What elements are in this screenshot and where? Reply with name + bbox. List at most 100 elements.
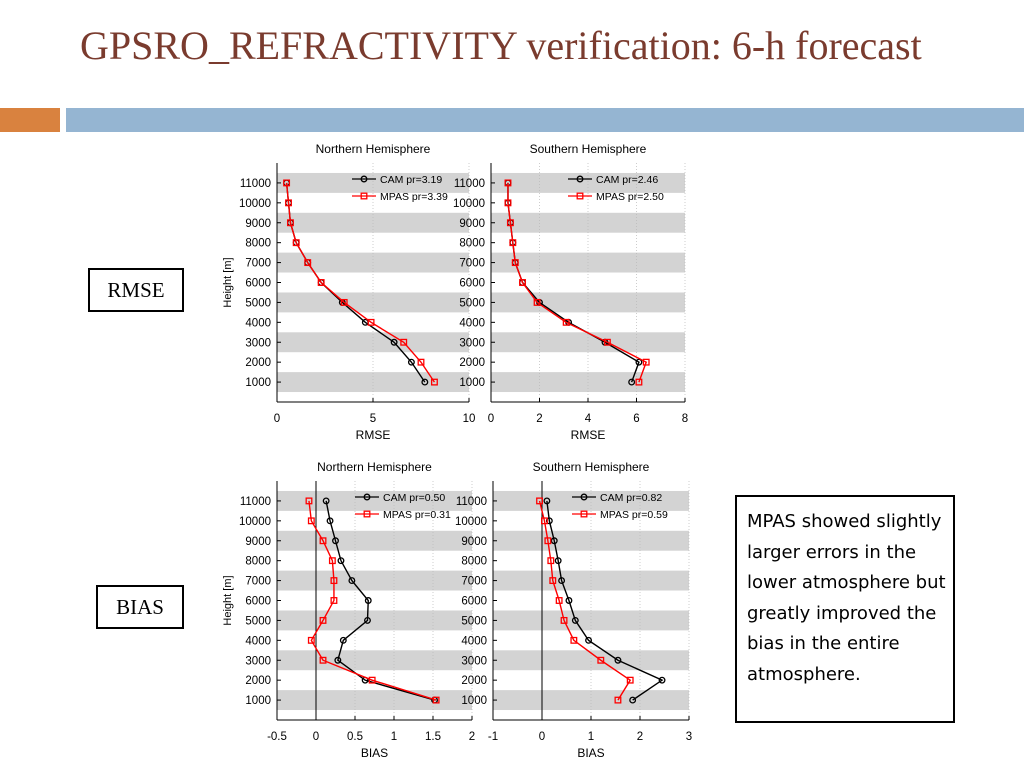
y-axis-label: Height [m] [222,257,234,307]
y-tick-label: 3000 [245,337,271,349]
height-band [277,650,472,671]
data-point [283,179,291,187]
data-point [614,696,622,704]
bias-label-box: BIAS [96,585,184,629]
y-tick-label: 7000 [461,576,487,588]
data-point [305,497,313,505]
height-band [277,570,472,591]
series-line-1 [325,500,435,701]
y-tick-label: 8000 [459,238,485,250]
y-tick-label: 3000 [459,337,485,349]
y-tick-label: 2000 [245,675,271,687]
data-point [421,378,429,386]
data-point [533,298,541,306]
data-point [603,338,611,346]
x-axis-label: RMSE [571,428,606,442]
y-tick-label: 1000 [461,695,487,707]
height-band [277,610,472,631]
data-point [658,676,666,684]
chart-title: Southern Hemisphere [530,142,647,156]
data-point [544,537,552,545]
data-point [292,239,300,247]
legend-label: CAM pr=0.50 [383,492,445,504]
data-point [319,656,327,664]
x-axis-label: BIAS [361,746,388,760]
data-point [642,358,650,366]
x-tick-label: 2 [469,731,475,743]
x-tick-label: 8 [682,413,688,425]
height-band [277,690,472,711]
data-point [390,338,398,346]
legend-label: CAM pr=2.46 [596,174,658,186]
y-tick-label: 9000 [461,536,487,548]
data-point [614,656,622,664]
x-axis-label: RMSE [356,428,391,442]
y-tick-label: 10000 [455,516,487,528]
y-tick-label: 11000 [456,496,487,508]
data-point [364,597,372,604]
data-point [562,318,570,326]
y-tick-label: 5000 [245,615,271,627]
data-point [430,378,438,386]
data-point [307,517,315,525]
chart-panel-2: 0 2 4 6 8 1000 2000 3000 4000 5000 6000 7000 8000 900… [453,142,688,442]
data-point [511,259,519,267]
y-tick-label: 6000 [461,596,487,608]
x-tick-label: -1 [488,731,498,743]
data-point [368,676,376,684]
data-point [319,616,327,624]
series-line-1 [546,500,664,701]
data-point [504,199,512,207]
data-point [571,616,579,624]
y-tick-label: 4000 [459,317,485,329]
data-point [317,279,325,286]
y-tick-label: 1000 [245,695,271,707]
legend-label: MPAS pr=0.59 [600,509,668,521]
x-tick-label: 2 [536,413,542,425]
data-point [432,696,440,704]
y-tick-label: 1000 [459,377,485,389]
data-point [585,636,592,644]
legend-marker [360,175,368,183]
y-tick-label: 7000 [245,576,271,588]
data-point [555,597,563,604]
y-tick-label: 9000 [459,218,485,230]
legend-marker [576,192,584,200]
data-point [400,338,408,346]
data-point [285,199,292,207]
data-point [549,577,557,585]
x-tick-label: 0 [274,413,280,425]
data-point [367,318,375,326]
y-tick-label: 10000 [239,516,271,528]
height-band [277,332,469,353]
legend-label: MPAS pr=2.50 [596,191,664,203]
x-tick-label: 6 [633,413,639,425]
y-tick-label: 4000 [245,317,271,329]
chart-panel-3: -0.5 0 0.5 1 1.5 2 1000 2000 3000 4000 5000 6000 700… [222,460,475,760]
x-axis-label: BIAS [577,746,604,760]
series-line-2 [308,500,437,701]
x-tick-label: 3 [686,731,692,743]
y-tick-label: 2000 [459,357,485,369]
y-tick-label: 11000 [240,178,271,190]
y-tick-label: 2000 [461,675,487,687]
data-point [550,537,558,545]
data-point [319,537,327,545]
series-line-2 [538,500,632,701]
data-point [332,537,339,545]
data-point [565,597,573,604]
y-axis-label: Height [m] [222,575,234,625]
y-tick-label: 7000 [245,258,271,270]
data-point [541,517,548,525]
chart-panel-1: 0 5 10 1000 2000 3000 4000 5000 6000 7000 8000 9000… [222,142,475,442]
y-tick-label: 6000 [459,278,485,290]
chart-title: Southern Hemisphere [533,460,650,474]
chart-panel-4: -1 0 1 2 3 1000 2000 3000 4000 5000 6000 7000 8000 90… [455,460,692,760]
x-tick-label: 1 [588,731,594,743]
x-tick-label: 0 [488,413,494,425]
data-point [417,358,425,366]
accent-bar-orange [0,108,60,132]
legend-label: CAM pr=0.82 [600,492,662,504]
chart-title: Northern Hemisphere [316,142,431,156]
x-tick-label: -0.5 [267,731,287,743]
